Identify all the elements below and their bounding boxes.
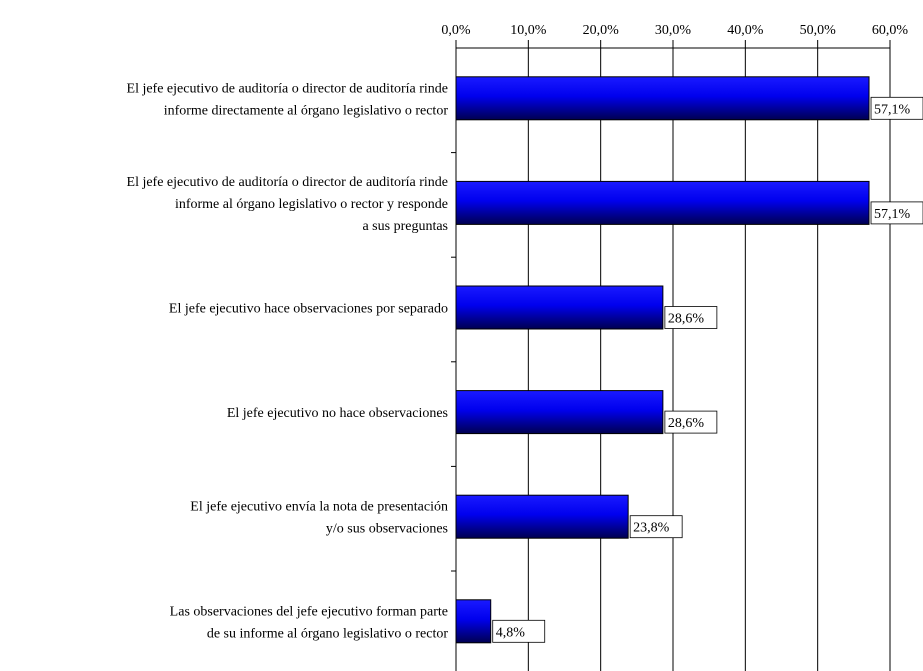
- y-tick-label: El jefe ejecutivo envía la nota de prese…: [190, 500, 448, 515]
- value-label: 57,1%: [874, 102, 911, 117]
- y-tick-label: de su informe al órgano legislativo o re…: [207, 626, 449, 641]
- bar: [455, 599, 492, 644]
- bar: [455, 180, 870, 225]
- value-label-box: [492, 619, 546, 643]
- x-tick-label: 10,0%: [510, 23, 547, 38]
- value-label: 4,8%: [496, 625, 525, 640]
- value-label: 57,1%: [874, 207, 911, 222]
- x-tick-label: 20,0%: [583, 23, 620, 38]
- y-tick-label: El jefe ejecutivo de auditoría o directo…: [127, 81, 448, 96]
- bar: [455, 76, 870, 121]
- value-label-box: [664, 410, 718, 434]
- y-tick-label: a sus preguntas: [362, 219, 448, 234]
- bar: [455, 494, 629, 539]
- x-tick-label: 40,0%: [727, 23, 764, 38]
- y-tick-label: El jefe ejecutivo de auditoría o directo…: [127, 175, 448, 190]
- value-label: 23,8%: [633, 521, 670, 536]
- value-label: 28,6%: [668, 416, 705, 431]
- y-tick-label: informe directamente al órgano legislati…: [164, 103, 449, 118]
- y-tick-label: El jefe ejecutivo hace observaciones por…: [169, 302, 448, 317]
- value-label-box: [870, 96, 923, 120]
- x-tick-label: 0,0%: [441, 23, 471, 38]
- y-tick-label: Las observaciones del jefe ejecutivo for…: [170, 604, 448, 619]
- value-label-box: [629, 515, 683, 539]
- y-tick-label: El jefe ejecutivo no hace observaciones: [227, 406, 448, 421]
- x-tick-label: 30,0%: [655, 23, 692, 38]
- value-label: 28,6%: [668, 312, 705, 327]
- value-label-box: [664, 306, 718, 329]
- value-label-box: [870, 201, 923, 225]
- bar: [455, 285, 664, 330]
- y-tick-label: y/o sus observaciones: [326, 522, 448, 537]
- bar: [455, 390, 664, 435]
- y-tick-label: informe al órgano legislativo o rector y…: [175, 197, 448, 212]
- x-tick-label: 50,0%: [800, 23, 837, 38]
- x-tick-label: 60,0%: [872, 23, 909, 38]
